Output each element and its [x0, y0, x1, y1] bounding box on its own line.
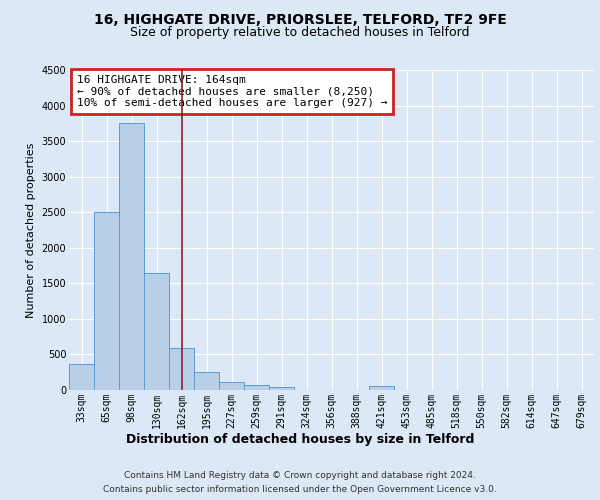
- Bar: [119, 124, 144, 390]
- Text: Distribution of detached houses by size in Telford: Distribution of detached houses by size …: [126, 432, 474, 446]
- Bar: [244, 386, 269, 390]
- Text: Contains public sector information licensed under the Open Government Licence v3: Contains public sector information licen…: [103, 485, 497, 494]
- Text: 16, HIGHGATE DRIVE, PRIORSLEE, TELFORD, TF2 9FE: 16, HIGHGATE DRIVE, PRIORSLEE, TELFORD, …: [94, 12, 506, 26]
- Bar: [169, 348, 194, 390]
- Text: Contains HM Land Registry data © Crown copyright and database right 2024.: Contains HM Land Registry data © Crown c…: [124, 471, 476, 480]
- Bar: [269, 387, 294, 390]
- Bar: [69, 364, 94, 390]
- Y-axis label: Number of detached properties: Number of detached properties: [26, 142, 36, 318]
- Bar: [144, 272, 169, 390]
- Bar: [219, 382, 244, 390]
- Text: 16 HIGHGATE DRIVE: 164sqm
← 90% of detached houses are smaller (8,250)
10% of se: 16 HIGHGATE DRIVE: 164sqm ← 90% of detac…: [77, 75, 388, 108]
- Bar: [94, 212, 119, 390]
- Bar: [194, 372, 219, 390]
- Text: Size of property relative to detached houses in Telford: Size of property relative to detached ho…: [130, 26, 470, 39]
- Bar: [369, 386, 394, 390]
